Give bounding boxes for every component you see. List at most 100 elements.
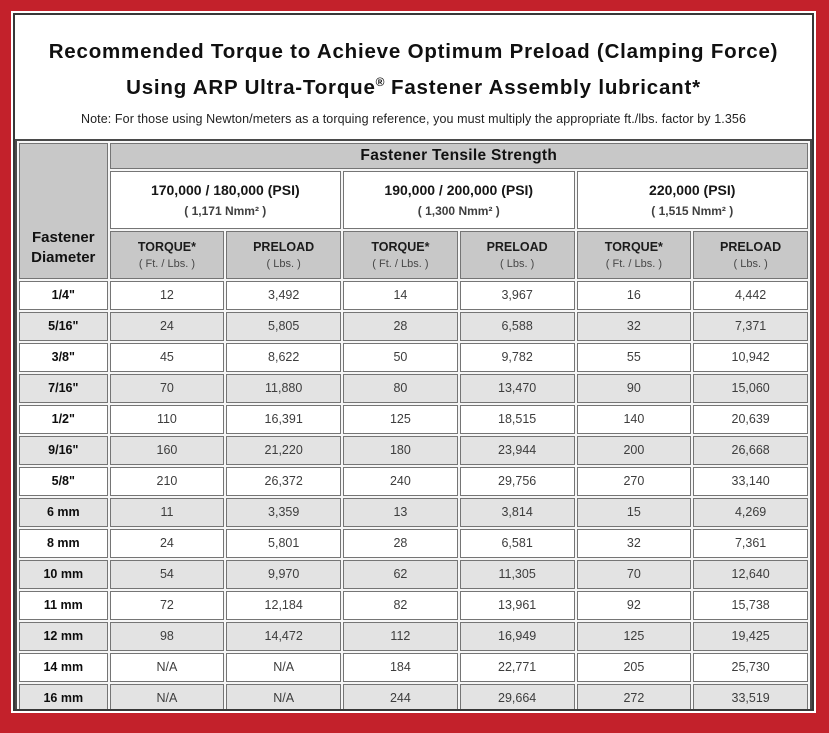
psi-value: 220,000 (PSI) [649,181,736,198]
preload-column-header: PRELOAD ( Lbs. ) [459,230,575,279]
preload-unit: ( Lbs. ) [266,257,301,270]
cell-torque: 13 [343,497,458,527]
cell-preload: 9,782 [459,342,575,372]
cell-preload: 12,640 [693,559,808,589]
cell-preload: 29,664 [459,683,575,709]
cell-torque: N/A [109,683,225,709]
cell-torque: 70 [109,373,225,403]
cell-torque: 24 [109,311,225,341]
tensile-strength-row: Fastener Diameter Fastener Tensile Stren… [19,142,808,279]
cell-torque: 210 [109,466,225,496]
cell-torque: 55 [576,342,692,372]
torque-label: TORQUE* [137,239,196,254]
row-diameter: 8 mm [19,528,108,558]
table-row: 1/2" 110 16,391 125 18,515 140 20,639 [19,404,808,434]
cell-preload: 33,140 [693,466,808,496]
cell-torque: 272 [576,683,692,709]
nmm-value: ( 1,515 Nmm² ) [651,203,734,218]
cell-torque: 244 [343,683,458,709]
cell-torque: 28 [343,311,458,341]
column-header-row: TORQUE* ( Ft. / Lbs. ) PRELOAD ( Lbs. ) … [19,230,808,279]
cell-preload: 3,814 [459,497,575,527]
cell-preload: 13,961 [459,590,575,620]
cell-preload: 26,372 [226,466,342,496]
cell-preload: 20,639 [693,404,808,434]
cell-preload: 7,371 [693,311,808,341]
table-row: 6 mm 11 3,359 13 3,814 15 4,269 [19,497,808,527]
tensile-strength-header: Fastener Tensile Strength [109,142,808,169]
cell-preload: 15,738 [693,590,808,620]
cell-preload: 7,361 [693,528,808,558]
row-diameter: 11 mm [19,590,108,620]
cell-torque: 270 [576,466,692,496]
nmm-value: ( 1,300 Nmm² ) [417,203,500,218]
cell-torque: 11 [109,497,225,527]
cell-torque: 50 [343,342,458,372]
cell-preload: 11,305 [459,559,575,589]
cell-preload: 21,220 [226,435,342,465]
table-row: 8 mm 24 5,801 28 6,581 32 7,361 [19,528,808,558]
cell-torque: 12 [109,280,225,310]
cell-preload: 9,970 [226,559,342,589]
table-row: 10 mm 54 9,970 62 11,305 70 12,640 [19,559,808,589]
cell-preload: 15,060 [693,373,808,403]
cell-torque: 205 [576,652,692,682]
note-text: Note: For those using Newton/meters as a… [80,111,746,126]
cell-torque: 72 [109,590,225,620]
table-row: 7/16" 70 11,880 80 13,470 90 15,060 [19,373,808,403]
psi-group-row: 170,000 / 180,000 (PSI) ( 1,171 Nmm² ) 1… [19,170,808,229]
torque-column-header: TORQUE* ( Ft. / Lbs. ) [343,230,458,279]
cell-preload: 4,269 [693,497,808,527]
preload-column-header: PRELOAD ( Lbs. ) [226,230,342,279]
cell-preload: 3,967 [459,280,575,310]
cell-torque: 184 [343,652,458,682]
torque-unit: ( Ft. / Lbs. ) [138,257,196,270]
row-diameter: 3/8" [19,342,108,372]
cell-torque: 82 [343,590,458,620]
cell-preload: 16,391 [226,404,342,434]
row-diameter: 16 mm [19,683,108,709]
cell-torque: 16 [576,280,692,310]
table-row: 1/4" 12 3,492 14 3,967 16 4,442 [19,280,808,310]
red-frame: Recommended Torque to Achieve Optimum Pr… [11,11,816,713]
cell-torque: 92 [576,590,692,620]
torque-table-wrap: Fastener Diameter Fastener Tensile Stren… [15,138,812,709]
row-diameter: 6 mm [19,497,108,527]
cell-torque: 200 [576,435,692,465]
table-row: 9/16" 160 21,220 180 23,944 200 26,668 [19,435,808,465]
cell-torque: 24 [109,528,225,558]
row-diameter: 7/16" [19,373,108,403]
cell-preload: 3,492 [226,280,342,310]
preload-unit: ( Lbs. ) [500,257,535,270]
psi-group-190-200: 190,000 / 200,000 (PSI) ( 1,300 Nmm² ) [343,170,575,229]
cell-torque: 32 [576,311,692,341]
page-title-line2: Using ARP Ultra-Torque® Fastener Assembl… [23,67,804,103]
row-diameter: 1/2" [19,404,108,434]
preload-label: PRELOAD [253,239,315,254]
cell-torque: 125 [343,404,458,434]
nmm-value: ( 1,171 Nmm² ) [184,203,267,218]
cell-torque: 125 [576,621,692,651]
registered-trademark-mark: ® [375,75,385,89]
row-diameter: 1/4" [19,280,108,310]
cell-torque: 32 [576,528,692,558]
cell-preload: 14,472 [226,621,342,651]
cell-torque: 70 [576,559,692,589]
torque-label: TORQUE* [604,239,663,254]
row-diameter: 10 mm [19,559,108,589]
cell-preload: 29,756 [459,466,575,496]
row-diameter: 14 mm [19,652,108,682]
cell-preload: 11,880 [226,373,342,403]
cell-preload: 6,588 [459,311,575,341]
torque-unit: ( Ft. / Lbs. ) [372,257,429,270]
table-row: 5/8" 210 26,372 240 29,756 270 33,140 [19,466,808,496]
cell-preload: 33,519 [693,683,808,709]
cell-preload: 12,184 [226,590,342,620]
cell-preload: 4,442 [693,280,808,310]
torque-column-header: TORQUE* ( Ft. / Lbs. ) [576,230,692,279]
title-block: Recommended Torque to Achieve Optimum Pr… [15,15,812,139]
psi-group-220: 220,000 (PSI) ( 1,515 Nmm² ) [576,170,808,229]
table-row: 5/16" 24 5,805 28 6,588 32 7,371 [19,311,808,341]
preload-unit: ( Lbs. ) [733,257,768,270]
cell-torque: 240 [343,466,458,496]
